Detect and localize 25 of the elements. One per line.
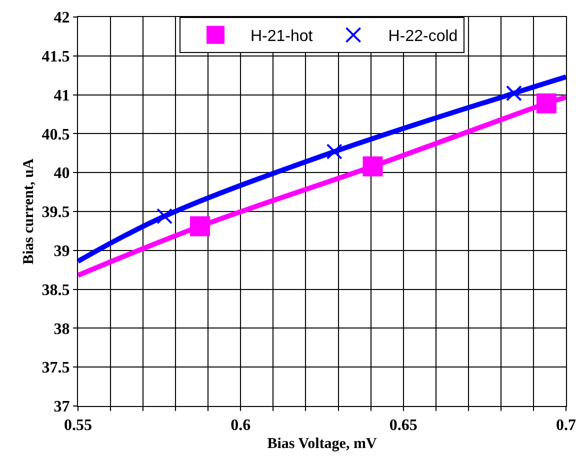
x-tick-label: 0.65: [389, 417, 418, 434]
y-tick-label: 37.5: [42, 360, 70, 377]
point: [536, 93, 556, 114]
x-tick-label: 0.6: [230, 417, 251, 434]
y-tick-label: 41.5: [42, 48, 70, 66]
y-axis-title: Bias current, uA: [21, 158, 38, 264]
x-axis-title: Bias Voltage, mV: [267, 436, 377, 452]
y-tick-label: 39.5: [42, 204, 70, 222]
y-tick-label: 40: [54, 165, 70, 182]
x-tick-label: 0.7: [556, 417, 576, 434]
legend-label: H-22-cold: [388, 28, 458, 46]
point: [156, 208, 173, 224]
y-tick-label: 42: [54, 10, 70, 27]
point: [326, 144, 342, 160]
y-tick-label: 37: [54, 398, 70, 416]
x-tick-label: 0.55: [64, 417, 92, 434]
y-tick-label: 38: [54, 320, 70, 338]
point: [506, 85, 522, 102]
y-tick-label: 38.5: [42, 282, 70, 299]
point: [190, 216, 210, 236]
y-tick-label: 39: [54, 243, 70, 260]
point: [362, 156, 383, 176]
legend-label: H-21-hot: [250, 28, 314, 46]
y-tick-label: 41: [54, 87, 70, 104]
y-tick-label: 40.5: [42, 126, 70, 144]
